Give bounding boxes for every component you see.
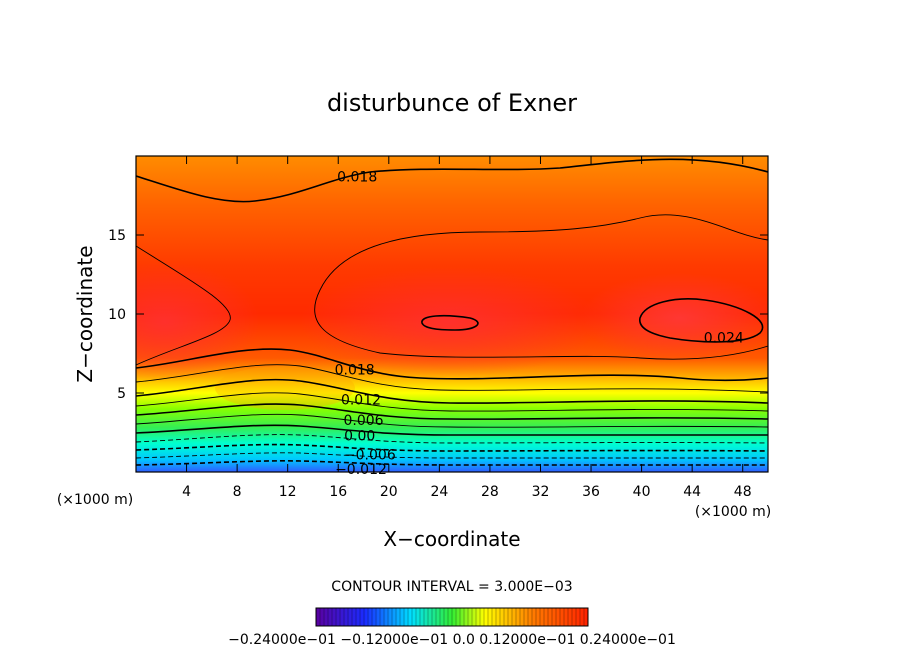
y-axis-ticks: 5 10 15 (108, 228, 768, 402)
x-unit-label: (×1000 m) (695, 504, 771, 520)
contour-line-0.021-center (314, 214, 768, 360)
contour-lines (136, 158, 768, 466)
contour-line-0.009 (136, 392, 768, 412)
contour-line-0.015 (136, 364, 768, 393)
x-tick-label: 12 (279, 484, 297, 500)
contour-line-0.018-top (136, 158, 768, 203)
contour-line-0.012 (136, 378, 768, 404)
x-tick-label: 28 (481, 484, 499, 500)
contour-label: 0.006 (343, 413, 383, 429)
contour-line-0.003 (136, 413, 768, 428)
hot-region-right (580, 273, 768, 363)
x-tick-label: 16 (329, 484, 347, 500)
contour-line-0.021-left (136, 245, 231, 366)
y-unit-label: (×1000 m) (57, 492, 133, 508)
contour-label: 0.018 (337, 170, 377, 186)
contour-interval-text: CONTOUR INTERVAL = 3.000E−03 (331, 579, 572, 595)
contour-line-0.024-a (421, 314, 479, 331)
contour-label: 0.018 (335, 362, 375, 378)
y-tick-label: 5 (117, 386, 126, 402)
contour-label: 0.00 (344, 429, 375, 445)
colorbar-stripes (315, 608, 589, 626)
x-axis-label: X−coordinate (383, 527, 520, 551)
x-tick-label: 24 (430, 484, 448, 500)
contour-label: −0.012 (335, 462, 387, 478)
heatmap-field (136, 156, 768, 472)
contour-line-0.000 (136, 424, 768, 437)
x-tick-label: 44 (683, 484, 701, 500)
hot-region-center (300, 267, 600, 377)
y-tick-label: 10 (108, 307, 126, 323)
x-tick-label: 20 (380, 484, 398, 500)
contour-label: 0.012 (341, 392, 381, 408)
contour-line-0.024-b (639, 298, 764, 343)
x-tick-label: 36 (582, 484, 600, 500)
x-tick-label: 4 (182, 484, 191, 500)
contour-label: 0.024 (704, 331, 744, 347)
contour-line-minus-0.009 (136, 452, 768, 459)
x-tick-label: 48 (734, 484, 752, 500)
x-tick-label: 8 (233, 484, 242, 500)
contour-label: −0.006 (344, 448, 396, 464)
x-axis-ticks: 4 8 12 16 20 24 28 32 36 40 44 48 (182, 156, 752, 500)
contour-line-0.018-low (136, 348, 768, 382)
uplift-bump (215, 366, 355, 410)
contour-line-0.006 (136, 403, 768, 420)
x-tick-label: 40 (633, 484, 651, 500)
y-tick-label: 15 (108, 228, 126, 244)
contour-line-minus-0.006 (136, 443, 768, 452)
y-axis-label: Z−coordinate (73, 245, 97, 382)
contour-line-minus-0.003 (136, 434, 768, 444)
colorbar-labels: −0.24000e−01 −0.12000e−01 0.0 0.12000e−0… (228, 632, 676, 648)
chart-title: disturbunce of Exner (327, 89, 577, 117)
x-tick-label: 32 (532, 484, 550, 500)
contour-line-minus-0.012 (136, 460, 768, 466)
